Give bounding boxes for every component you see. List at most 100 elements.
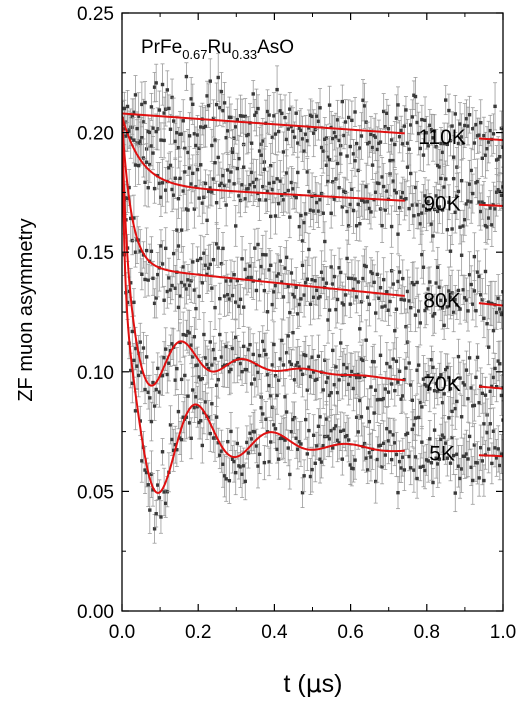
data-point xyxy=(360,415,363,418)
data-point xyxy=(411,399,414,402)
data-point xyxy=(439,177,442,180)
data-point xyxy=(247,187,250,190)
data-point xyxy=(452,155,455,158)
data-point xyxy=(353,458,356,461)
data-point xyxy=(140,459,143,462)
data-point xyxy=(132,359,135,362)
data-point xyxy=(135,127,138,130)
data-point xyxy=(253,246,256,249)
data-point xyxy=(322,277,325,280)
data-point xyxy=(287,189,290,192)
data-point xyxy=(285,171,288,174)
data-point xyxy=(205,94,208,97)
data-point xyxy=(182,333,185,336)
data-point xyxy=(399,298,402,301)
data-point xyxy=(484,270,487,273)
data-point xyxy=(382,442,385,445)
data-point xyxy=(234,224,237,227)
data-point xyxy=(224,203,227,206)
data-point xyxy=(191,260,194,263)
temperature-label-80K: 80K xyxy=(423,290,460,313)
data-point xyxy=(409,172,412,175)
data-point xyxy=(299,214,302,217)
data-point xyxy=(177,410,180,413)
data-point xyxy=(388,300,391,303)
data-point xyxy=(287,334,290,337)
data-point xyxy=(358,399,361,402)
data-point xyxy=(147,483,150,486)
data-point xyxy=(170,438,173,441)
data-point xyxy=(371,272,374,275)
data-point xyxy=(407,361,410,364)
data-point xyxy=(377,398,380,401)
data-point xyxy=(334,365,337,368)
data-point xyxy=(419,222,422,225)
data-point xyxy=(234,471,237,474)
data-point xyxy=(331,282,334,285)
data-point xyxy=(228,179,231,182)
data-point xyxy=(345,210,348,213)
data-point xyxy=(417,309,420,312)
data-point xyxy=(159,138,162,141)
data-point xyxy=(197,295,200,298)
data-point xyxy=(423,469,426,472)
data-point xyxy=(310,115,313,118)
data-point xyxy=(376,148,379,151)
data-point xyxy=(252,353,255,356)
title-part: AsO xyxy=(257,37,294,58)
data-point xyxy=(172,193,175,196)
data-point xyxy=(353,277,356,280)
data-point xyxy=(306,139,309,142)
data-point xyxy=(412,423,415,426)
data-point xyxy=(302,474,305,477)
data-point xyxy=(253,185,256,188)
data-point xyxy=(220,450,223,453)
data-point xyxy=(455,453,458,456)
data-point xyxy=(395,191,398,194)
data-point xyxy=(339,341,342,344)
data-point xyxy=(159,196,162,199)
data-point xyxy=(326,376,329,379)
data-point xyxy=(172,119,175,122)
data-point xyxy=(473,289,476,292)
data-point xyxy=(154,512,157,515)
data-point xyxy=(277,457,280,460)
data-point xyxy=(473,141,476,144)
data-point xyxy=(374,136,377,139)
data-point xyxy=(185,334,188,337)
data-point xyxy=(318,106,321,109)
data-point xyxy=(290,363,293,366)
data-point xyxy=(411,428,414,431)
data-point xyxy=(489,390,492,393)
data-point xyxy=(201,201,204,204)
data-point xyxy=(217,378,220,381)
data-point xyxy=(202,333,205,336)
data-point xyxy=(183,170,186,173)
data-point xyxy=(224,279,227,282)
data-point xyxy=(441,151,444,154)
data-point xyxy=(196,133,199,136)
data-point xyxy=(240,114,243,117)
data-point xyxy=(358,327,361,330)
data-point xyxy=(220,262,223,265)
data-point xyxy=(247,451,250,454)
data-point xyxy=(415,203,418,206)
data-point xyxy=(285,138,288,141)
data-point xyxy=(220,355,223,358)
data-point xyxy=(352,467,355,470)
data-point xyxy=(415,281,418,284)
data-point xyxy=(170,284,173,287)
data-point xyxy=(481,392,484,395)
data-point xyxy=(334,308,337,311)
data-point xyxy=(306,170,309,173)
data-point xyxy=(264,418,267,421)
data-point xyxy=(377,182,380,185)
data-point xyxy=(244,268,247,271)
data-point xyxy=(221,174,224,177)
data-point xyxy=(304,281,307,284)
x-tick-label: 0.6 xyxy=(337,622,363,643)
data-point xyxy=(390,225,393,228)
data-point xyxy=(404,108,407,111)
data-point xyxy=(244,480,247,483)
data-point xyxy=(250,382,253,385)
